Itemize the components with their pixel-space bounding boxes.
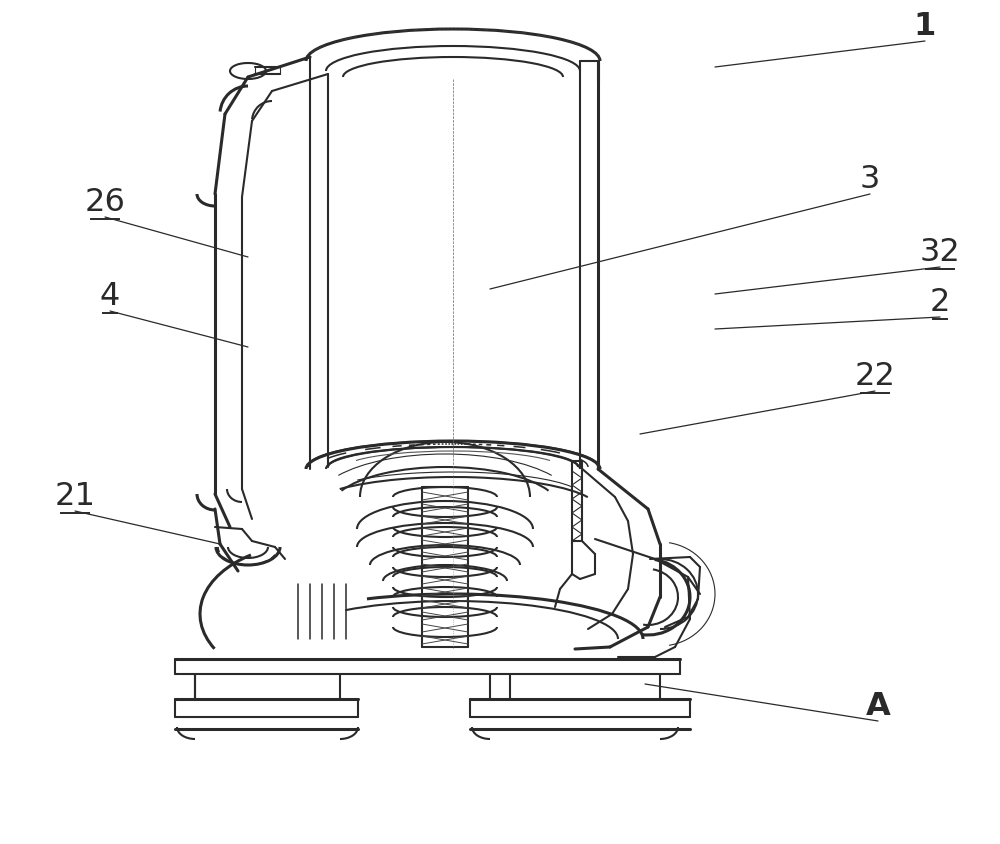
Text: A: A	[866, 690, 890, 721]
Text: 4: 4	[100, 281, 120, 311]
Text: 1: 1	[914, 11, 936, 42]
Text: 32: 32	[920, 236, 960, 268]
Text: 2: 2	[930, 287, 950, 317]
Text: 21: 21	[55, 480, 96, 511]
Text: 3: 3	[860, 164, 880, 195]
Text: 26: 26	[85, 187, 125, 218]
Text: 22: 22	[854, 360, 895, 392]
